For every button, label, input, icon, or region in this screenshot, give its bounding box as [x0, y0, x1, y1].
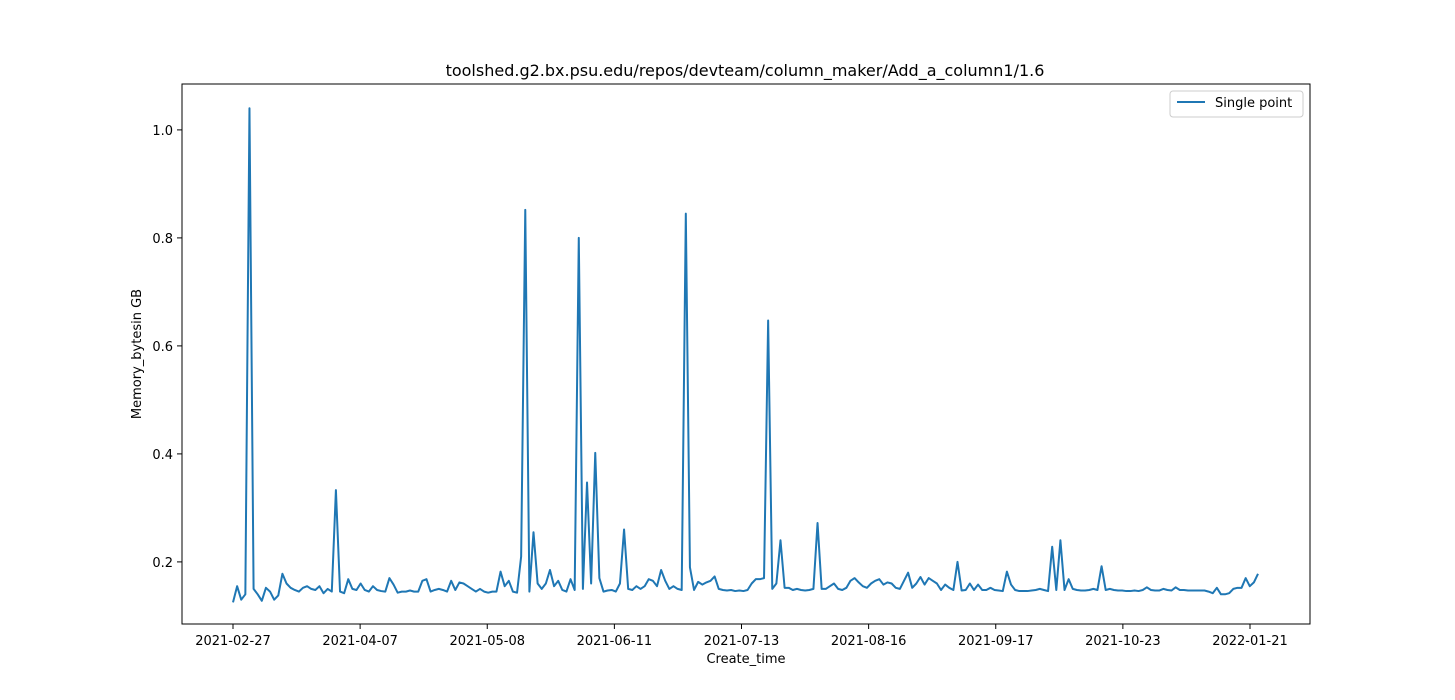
y-tick-label: 0.2: [152, 556, 173, 571]
plot-area: [182, 84, 1310, 624]
x-tick-label: 2021-07-13: [704, 634, 780, 649]
x-tick-label: 2021-09-17: [958, 634, 1034, 649]
x-tick-label: 2021-04-07: [322, 634, 398, 649]
y-tick-label: 0.6: [152, 340, 173, 355]
chart-title: toolshed.g2.bx.psu.edu/repos/devteam/col…: [446, 61, 1045, 81]
y-tick-label: 0.8: [152, 232, 173, 247]
legend-label: Single point: [1215, 96, 1292, 111]
x-axis-label: Create_time: [706, 652, 785, 667]
x-axis: 2021-02-27 2021-04-07 2021-05-08 2021-06-11…: [195, 624, 1288, 649]
y-tick-label: 1.0: [152, 124, 173, 139]
x-tick-label: 2021-06-11: [577, 634, 653, 649]
legend-box: [1169, 90, 1304, 118]
legend: Single point: [1169, 90, 1304, 118]
series-layer: [232, 107, 1259, 603]
x-tick-label: 2021-05-08: [449, 634, 525, 649]
x-tick-label: 2022-01-21: [1212, 634, 1288, 649]
series-line-single-point: [232, 107, 1259, 603]
x-tick-label: 2021-08-16: [831, 634, 907, 649]
x-tick-label: 2021-02-27: [195, 634, 271, 649]
y-axis: 0.2 0.4 0.6 0.8 1.0: [152, 124, 182, 571]
y-tick-label: 0.4: [152, 448, 173, 463]
x-tick-label: 2021-10-23: [1085, 634, 1161, 649]
plot-frame: [181, 83, 1311, 625]
y-axis-label: Memory_bytesin GB: [130, 289, 145, 419]
